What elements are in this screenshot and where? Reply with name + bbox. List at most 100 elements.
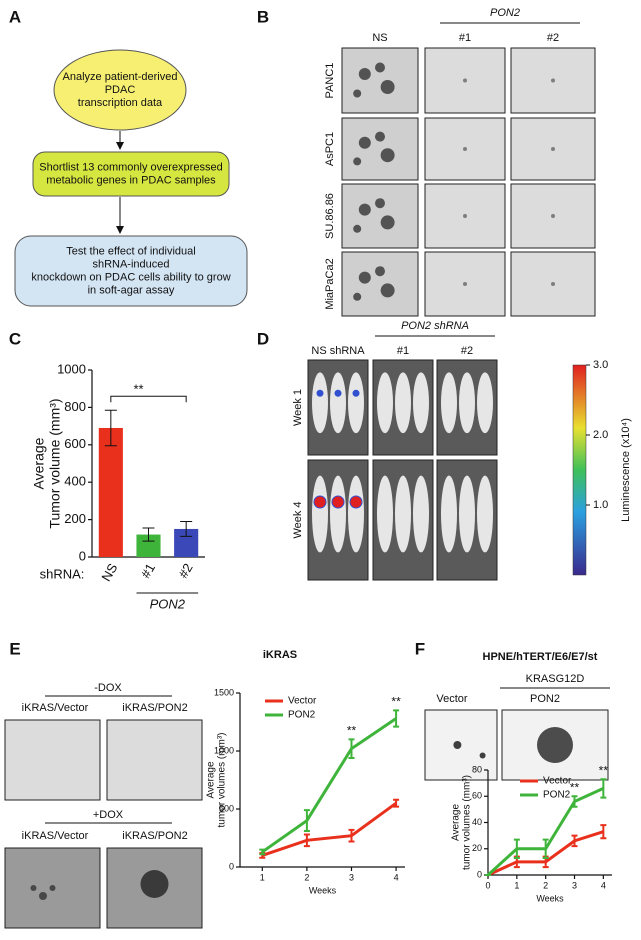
colorbar-tick-label: 3.0 (593, 359, 608, 371)
y-tick-label: 0 (477, 869, 482, 879)
mouse (348, 372, 364, 434)
image-detail (353, 89, 362, 98)
image-detail (358, 68, 371, 80)
significance: ** (599, 763, 609, 777)
image-detail (463, 282, 467, 286)
image-detail (380, 215, 395, 230)
image (341, 117, 419, 181)
y-tick-label: 1000 (57, 361, 86, 376)
step-text: metabolic genes in PDAC samples (46, 174, 216, 186)
image-detail (375, 62, 385, 73)
series-line (487, 830, 604, 877)
mouse (312, 475, 328, 553)
group-label: KRASG12D (526, 673, 585, 685)
image-detail (353, 157, 362, 166)
column-label: #1 (459, 32, 471, 44)
step-text: Shortlist 13 commonly overexpressed (39, 161, 222, 173)
column-label: NS (372, 32, 387, 44)
y-tick-label: 800 (64, 399, 86, 414)
image-label: iKRAS/Vector (22, 702, 89, 714)
step-box (14, 235, 248, 307)
series-line (486, 787, 604, 877)
step-text: shRNA-induced (92, 258, 169, 270)
condition-label: -DOX (94, 682, 122, 694)
row-label: PANC1 (324, 63, 336, 99)
image-detail (358, 136, 371, 149)
image (341, 183, 419, 249)
row-label: Week 4 (292, 501, 304, 538)
mouse (312, 372, 328, 434)
panel-label: C (9, 329, 21, 348)
y-tick-label: 1500 (214, 687, 234, 697)
y-tick-label: 600 (64, 436, 86, 451)
panel-label: F (415, 639, 425, 658)
image-detail (353, 224, 362, 233)
step-ellipse (53, 49, 187, 131)
row-label: MiaPaCa2 (324, 258, 336, 309)
image (424, 117, 506, 181)
image-detail (463, 147, 467, 151)
image (341, 251, 419, 317)
condition-label: +DOX (93, 809, 124, 821)
significance: ** (133, 382, 143, 397)
error-bar (600, 824, 607, 840)
y-axis-label: tumor volumes (mm³) (461, 775, 472, 870)
panel-label: E (9, 639, 20, 658)
y-axis-label: Average (31, 437, 47, 489)
x-tick-label: NS (98, 560, 120, 583)
image (4, 719, 101, 801)
mouse (413, 372, 429, 434)
image-detail (551, 147, 555, 151)
significance: ** (570, 780, 580, 794)
mouse (395, 475, 411, 553)
mouse (477, 372, 493, 434)
y-tick-label: 60 (472, 791, 482, 801)
image-detail (380, 283, 395, 298)
step-box (32, 151, 230, 197)
error-bar (180, 520, 193, 537)
image-label: iKRAS/PON2 (122, 830, 187, 842)
image-detail (353, 292, 362, 301)
panel-label: D (257, 329, 269, 348)
image-detail (140, 870, 169, 898)
legend-label: Vector (543, 776, 572, 787)
image-detail (358, 203, 371, 216)
signal (313, 495, 327, 509)
x-tick-label: 3 (349, 872, 354, 882)
image-detail (463, 214, 467, 218)
y-tick-label: 40 (472, 817, 482, 827)
significance: ** (391, 695, 401, 709)
image-detail (551, 214, 555, 218)
image-detail (39, 892, 47, 900)
x-tick-label: 1 (260, 872, 265, 882)
image-label: Vector (436, 693, 468, 705)
image-detail (463, 78, 467, 83)
y-axis-label: Tumor volume (mm³) (46, 398, 62, 528)
x-tick-label: 2 (543, 880, 548, 890)
panel-label: A (9, 7, 21, 26)
row-label: SU.86.86 (324, 193, 336, 239)
step-text: Analyze patient-derived (63, 71, 178, 83)
significance-bracket (110, 395, 187, 403)
x-tick-label: 2 (304, 872, 309, 882)
signal (334, 389, 342, 397)
row-label: AsPC1 (324, 132, 336, 166)
x-tick-label: 4 (601, 880, 606, 890)
bar (98, 427, 123, 557)
image-detail (375, 198, 385, 209)
image-detail (551, 78, 555, 83)
x-tick-label: 4 (394, 872, 399, 882)
mouse (377, 475, 393, 553)
mouse (459, 372, 475, 434)
bar (136, 534, 161, 557)
colorbar-tick-label: 2.0 (593, 429, 608, 441)
image-label: iKRAS/PON2 (122, 702, 187, 714)
step-text: Test the effect of individual (66, 245, 195, 257)
x-tick-label: 0 (485, 880, 490, 890)
step-text: transcription data (78, 97, 163, 109)
y-tick-label: 0 (79, 548, 86, 563)
y-tick-label: 500 (219, 803, 234, 813)
y-axis-label: tumor volumes (mm³) (216, 732, 227, 827)
image (106, 719, 203, 801)
